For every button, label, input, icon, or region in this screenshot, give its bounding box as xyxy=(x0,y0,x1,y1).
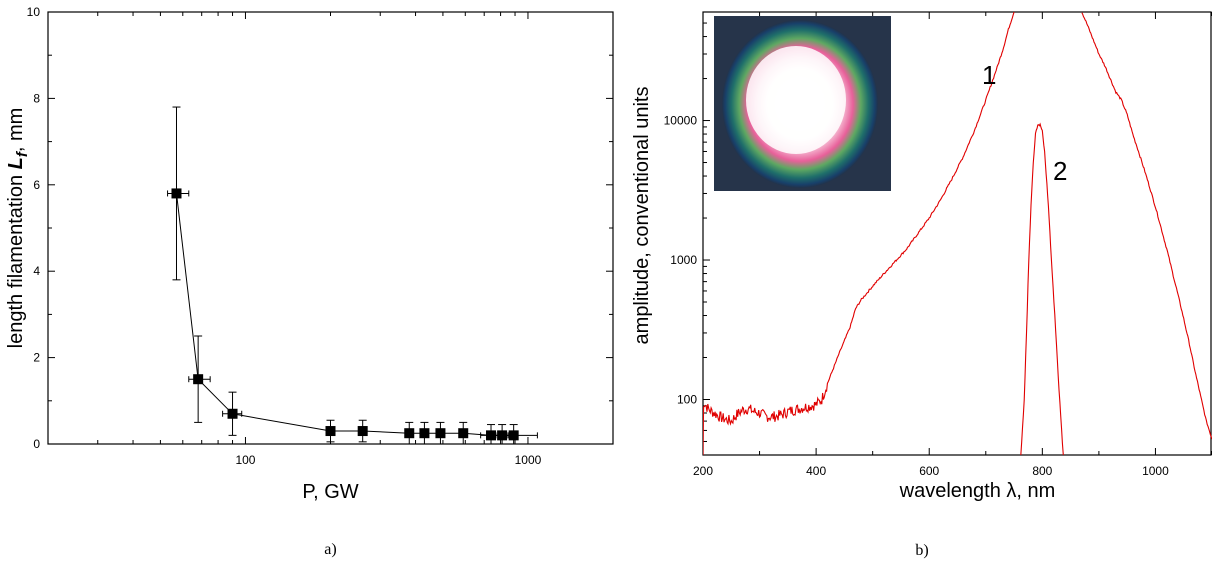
chart-a-error-bars xyxy=(167,106,538,445)
chart-b-curve-label-1: 1 xyxy=(982,60,996,90)
chart-b-x-tick-label: 600 xyxy=(919,464,939,478)
chart-b-plot-frame xyxy=(702,11,1212,456)
chart-a-x-tick-label: 100 xyxy=(235,453,255,467)
chart-b-x-tick-label: 400 xyxy=(806,464,826,478)
chart-b-y-tick-label: 10000 xyxy=(664,114,698,128)
chart-a-data-point xyxy=(193,374,204,385)
chart-a: 100 1000 0 2 4 6 8 10 P, GW length filamentatio… xyxy=(5,5,614,558)
chart-b-series xyxy=(703,12,1212,455)
chart-a-plot-frame xyxy=(47,11,614,445)
chart-a-data-point xyxy=(419,428,430,439)
chart-a-y-tick-label: 6 xyxy=(33,178,40,192)
chart-a-data-point xyxy=(508,430,519,441)
chart-b: 200 400 600 800 1000 100 1000 10000 1 2 wavelen… xyxy=(631,11,1212,559)
chart-b-caption: b) xyxy=(915,542,928,559)
chart-b-curve-label-2: 2 xyxy=(1053,156,1067,186)
chart-a-data-point xyxy=(458,428,469,439)
chart-b-x-tick-label: 1000 xyxy=(1142,464,1169,478)
chart-a-series-line xyxy=(176,193,514,436)
chart-b-ticks: 200 400 600 800 1000 100 1000 10000 xyxy=(664,11,1212,478)
chart-a-y-axis-label-sub: f xyxy=(14,150,31,157)
chart-b-x-tick-label: 200 xyxy=(693,464,713,478)
chart-a-data-point xyxy=(357,426,368,437)
chart-a-y-tick-label: 0 xyxy=(33,437,40,451)
chart-a-data-point xyxy=(486,430,497,441)
chart-a-data-point xyxy=(435,428,446,439)
chart-b-y-axis-label: amplitude, conventional units xyxy=(631,87,653,345)
chart-a-y-axis-label-symbol: L xyxy=(5,157,27,169)
chart-a-x-tick-label: 1000 xyxy=(515,453,542,467)
chart-a-data-point xyxy=(404,428,415,439)
chart-b-y-tick-label: 1000 xyxy=(670,253,697,267)
chart-a-y-tick-label: 8 xyxy=(33,91,40,105)
chart-a-x-axis-label: P, GW xyxy=(302,481,358,503)
chart-a-points xyxy=(171,188,519,441)
chart-a-data-point xyxy=(497,430,508,441)
beam-profile-inset-image xyxy=(714,16,891,191)
chart-a-ticks: 100 1000 0 2 4 6 8 10 xyxy=(27,5,614,467)
chart-a-data-point xyxy=(171,188,182,199)
chart-b-series-line-3 xyxy=(1020,122,1064,455)
chart-b-series-line-2 xyxy=(1081,12,1212,440)
chart-a-data-point xyxy=(227,408,238,419)
chart-b-x-tick-label: 800 xyxy=(1032,464,1052,478)
chart-b-series-line-1 xyxy=(703,12,1015,455)
chart-a-data-point xyxy=(325,426,336,437)
chart-a-y-tick-label: 2 xyxy=(33,351,40,365)
chart-b-y-tick-label: 100 xyxy=(677,392,697,406)
chart-b-x-axis-label: wavelength λ, nm xyxy=(899,480,1056,502)
chart-a-y-axis-label: length filamentation Lf, mm xyxy=(5,108,31,349)
chart-a-y-tick-label: 10 xyxy=(27,5,41,19)
chart-a-caption: a) xyxy=(324,541,336,558)
chart-a-y-axis-label-unit: , mm xyxy=(5,108,27,152)
chart-a-y-axis-label-main: length filamentation xyxy=(5,169,27,348)
chart-a-y-tick-label: 4 xyxy=(33,264,40,278)
